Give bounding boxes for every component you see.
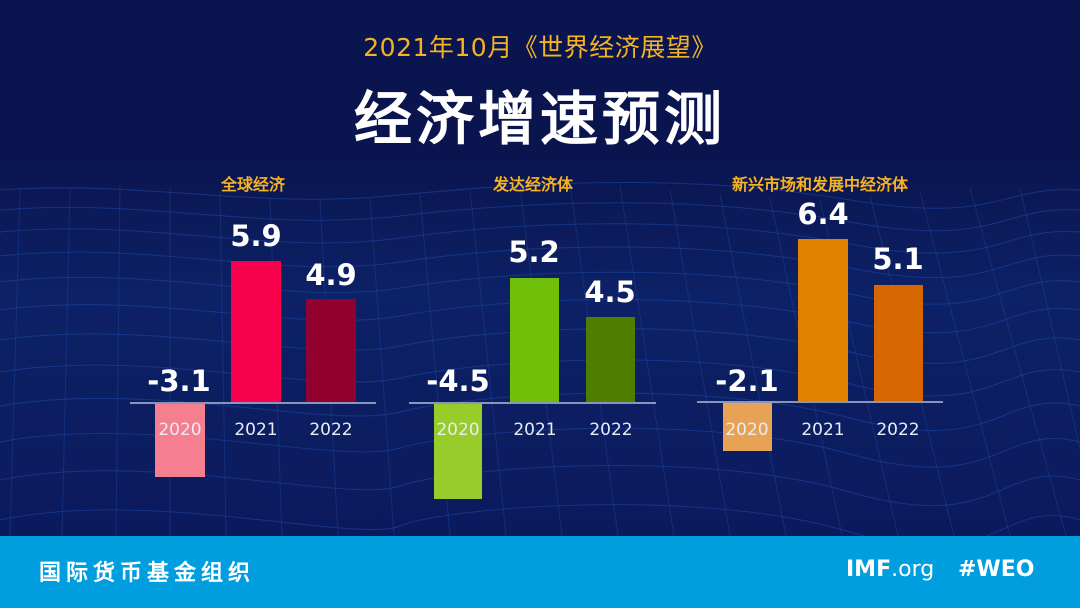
bar-2020 xyxy=(723,403,772,451)
bar-2022 xyxy=(306,299,356,403)
site-name-bold: IMF xyxy=(846,557,892,582)
year-label: 2021 xyxy=(801,420,845,440)
wireframe-mesh-background xyxy=(0,182,1080,536)
zero-axis-line xyxy=(409,402,656,404)
value-label: 5.1 xyxy=(872,242,924,276)
zero-axis-line xyxy=(130,402,376,404)
bar-2021 xyxy=(231,261,281,403)
site-domain: .org xyxy=(891,557,935,582)
year-label: 2022 xyxy=(876,420,920,440)
year-label: 2022 xyxy=(309,420,353,440)
value-label: 4.9 xyxy=(305,258,357,292)
value-label: 6.4 xyxy=(797,197,849,231)
value-label: 5.2 xyxy=(508,235,560,269)
organization-name: 国际货币基金组织 xyxy=(39,561,256,586)
year-label: 2022 xyxy=(589,420,633,440)
year-label: 2021 xyxy=(234,420,278,440)
bar-2020 xyxy=(155,404,205,477)
bar-2022 xyxy=(874,285,923,403)
hashtag[interactable]: #WEO xyxy=(958,557,1035,582)
value-label: -4.5 xyxy=(426,364,490,398)
value-label: -2.1 xyxy=(715,364,779,398)
bar-2020 xyxy=(434,404,482,499)
chart-title: 全球经济 xyxy=(220,175,285,194)
value-label: 5.9 xyxy=(230,219,282,253)
chart-title: 发达经济体 xyxy=(492,175,573,194)
year-label: 2020 xyxy=(158,420,202,440)
chart-title: 新兴市场和发展中经济体 xyxy=(731,175,908,194)
year-label: 2021 xyxy=(513,420,557,440)
year-label: 2020 xyxy=(436,420,480,440)
value-label: -3.1 xyxy=(147,364,211,398)
page-title: 经济增速预测 xyxy=(353,85,726,153)
footer-bar: 国际货币基金组织 IMF.org #WEO xyxy=(0,536,1080,608)
value-label: 4.5 xyxy=(584,275,636,309)
year-label: 2020 xyxy=(725,420,769,440)
bar-2021 xyxy=(510,278,559,403)
zero-axis-line xyxy=(697,401,943,403)
bar-2022 xyxy=(586,317,635,403)
bar-2021 xyxy=(798,239,848,403)
report-subtitle: 2021年10月《世界经济展望》 xyxy=(363,33,717,62)
website-link[interactable]: IMF.org xyxy=(846,557,934,582)
